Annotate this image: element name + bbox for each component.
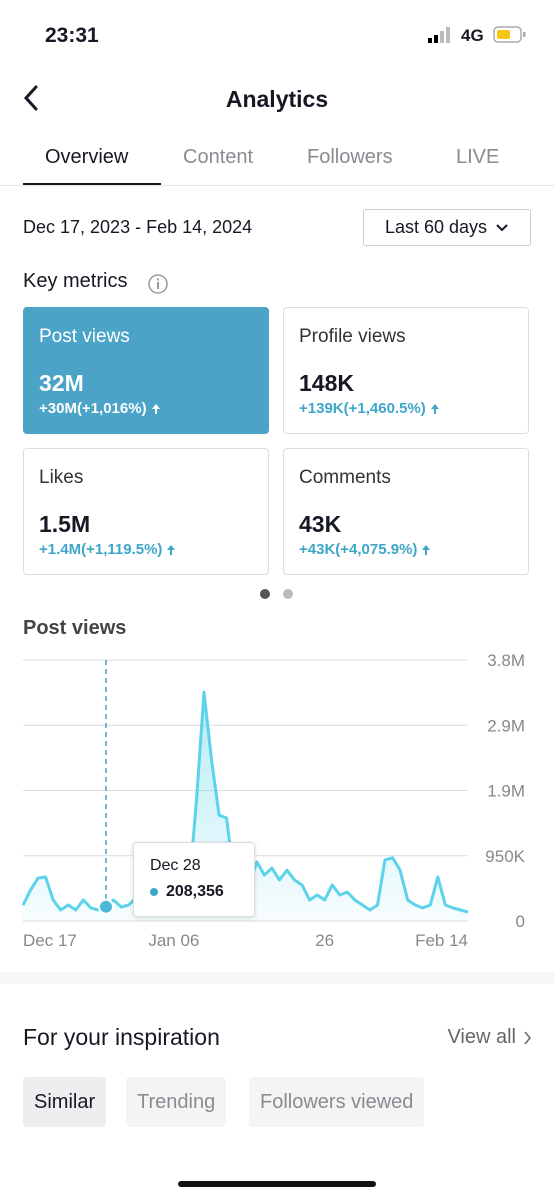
up-arrow <box>167 544 176 555</box>
date-range: Dec 17, 2023 - Feb 14, 2024 <box>23 217 253 237</box>
up-arrow <box>422 544 431 555</box>
chevron-icon <box>496 223 508 231</box>
x-tick-label: Feb 14 <box>415 931 468 950</box>
metric-value: 43K <box>299 511 342 537</box>
page-title: Analytics <box>225 86 329 112</box>
signal-icon <box>428 27 450 43</box>
metric-change: +30M(+1,016%) <box>39 400 161 417</box>
chart: 0 950K 1.9M 2.9M 3.8M Dec 17 Jan 06 26 Feb 14 <box>21 651 526 950</box>
tab-indicator <box>23 183 161 186</box>
metric-change-text: +1.4M(+1,119.5%) <box>39 541 163 558</box>
view-all-link[interactable]: View all <box>447 1026 532 1049</box>
period-label: Last 60 days <box>384 217 488 237</box>
metric-title: Post views <box>39 326 130 347</box>
chart-title: Post views <box>23 617 127 639</box>
network: 4G <box>461 26 484 45</box>
chip[interactable]: Trending <box>126 1077 227 1127</box>
battery-icon <box>493 26 526 43</box>
chip[interactable]: Similar <box>23 1077 107 1127</box>
y-tick-label: 950K <box>485 847 525 866</box>
selected-point <box>97 898 114 915</box>
y-tick-label: 0 <box>516 912 525 931</box>
metric-value: 32M <box>39 370 84 396</box>
section-divider <box>0 972 554 984</box>
status-time: 23:31 <box>45 24 99 47</box>
tab[interactable]: Content <box>183 146 254 168</box>
metric-change-text: +139K(+1,460.5%) <box>299 400 426 417</box>
x-tick-label: Jan 06 <box>148 931 199 950</box>
period-dropdown[interactable]: Last 60 days <box>363 209 531 246</box>
info-icon[interactable] <box>147 273 169 295</box>
chip[interactable]: Followers viewed <box>249 1077 425 1127</box>
metric-title: Profile views <box>299 326 406 347</box>
y-tick-label: 2.9M <box>487 716 525 735</box>
metric-card[interactable]: Post views 32M +30M(+1,016%) <box>23 307 269 434</box>
metric-title: Likes <box>39 467 84 488</box>
y-tick-label: 3.8M <box>487 651 525 670</box>
metric-card[interactable]: Comments 43K +43K(+4,075.9%) <box>283 448 529 575</box>
x-tick-label: 26 <box>315 931 334 950</box>
tooltip-date: Dec 28 <box>149 857 201 874</box>
page-dots <box>260 589 293 599</box>
y-tick-label: 1.9M <box>487 782 525 801</box>
metric-change-text: +43K(+4,075.9%) <box>299 541 418 558</box>
tooltip-value-text: 208,356 <box>165 883 224 900</box>
metric-card[interactable]: Profile views 148K +139K(+1,460.5%) <box>283 307 529 434</box>
metric-value: 1.5M <box>39 511 91 537</box>
metric-change: +1.4M(+1,119.5%) <box>39 541 176 558</box>
up-arrow <box>151 403 160 414</box>
divider <box>0 185 554 186</box>
metric-card[interactable]: Likes 1.5M +1.4M(+1,119.5%) <box>23 448 269 575</box>
metric-change: +139K(+1,460.5%) <box>299 400 440 417</box>
metric-change: +43K(+4,075.9%) <box>299 541 431 558</box>
tooltip: Dec 28 208,356 <box>132 842 255 917</box>
section-title: For your inspiration <box>23 1024 220 1050</box>
x-tick-label: Dec 17 <box>23 931 77 950</box>
back-button[interactable] <box>20 84 44 112</box>
up-arrow <box>430 403 439 414</box>
tooltip-dot <box>149 888 158 896</box>
metric-title: Comments <box>299 467 391 488</box>
chevron-icon <box>524 1031 531 1044</box>
tooltip-value: 208,356 <box>149 883 224 901</box>
tab[interactable]: LIVE <box>456 146 500 168</box>
home-indicator <box>178 1181 376 1187</box>
tab[interactable]: Overview <box>45 146 129 168</box>
section-title: Key metrics <box>23 270 128 292</box>
view-all-text: View all <box>447 1026 516 1048</box>
tab[interactable]: Followers <box>307 146 393 168</box>
metric-change-text: +30M(+1,016%) <box>39 400 147 417</box>
metric-value: 148K <box>299 370 354 396</box>
